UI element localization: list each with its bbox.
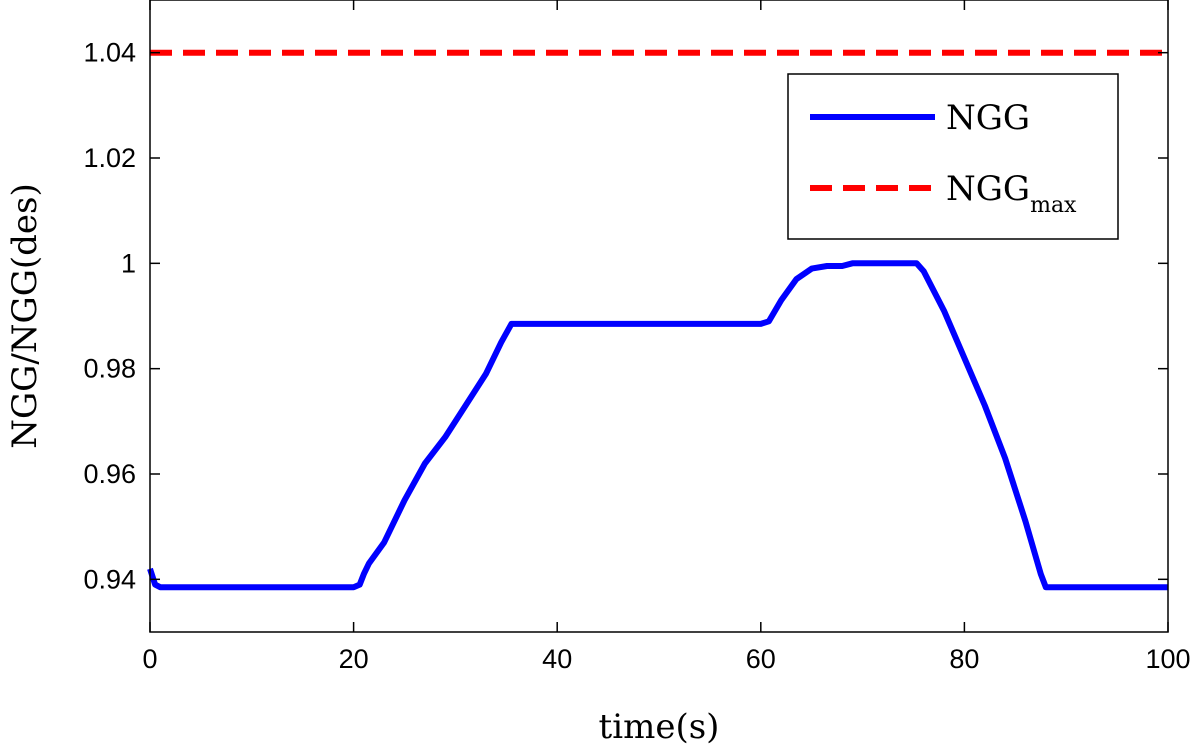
legend-label-ngg-max: NGGmax	[946, 169, 1077, 218]
y-tick-label: 0.94	[83, 564, 136, 594]
x-tick-label: 60	[746, 644, 776, 674]
y-tick-label: 1.02	[83, 143, 136, 173]
x-tick-label: 20	[339, 644, 369, 674]
y-tick-label: 1.04	[83, 38, 136, 68]
x-tick-label: 80	[949, 644, 979, 674]
y-tick-label: 0.96	[83, 459, 136, 489]
legend-box	[787, 73, 1119, 240]
x-tick-label: 100	[1145, 644, 1190, 674]
x-tick-label: 0	[142, 644, 157, 674]
x-axis-title: time(s)	[599, 707, 720, 747]
series-layer	[147, 49, 1168, 591]
plot-frame	[149, 0, 1169, 633]
y-tick-label: 0.98	[83, 354, 136, 384]
legend-label-ngg: NGG	[946, 98, 1030, 138]
series-line-0	[147, 260, 1168, 591]
legend: NGG NGGmax	[787, 73, 1119, 240]
ticks-layer: 0 20 40 60 80 100 0.94 0.96 0.98 1 1.02 1.04	[83, 0, 1191, 674]
x-tick-label: 40	[542, 644, 572, 674]
legend-label-ngg-max-base: NGG	[946, 169, 1030, 209]
y-axis-title: NGG/NGG(des)	[5, 183, 45, 448]
y-tick-label: 1	[121, 248, 136, 278]
legend-label-ngg-max-subscript: max	[1030, 193, 1077, 218]
